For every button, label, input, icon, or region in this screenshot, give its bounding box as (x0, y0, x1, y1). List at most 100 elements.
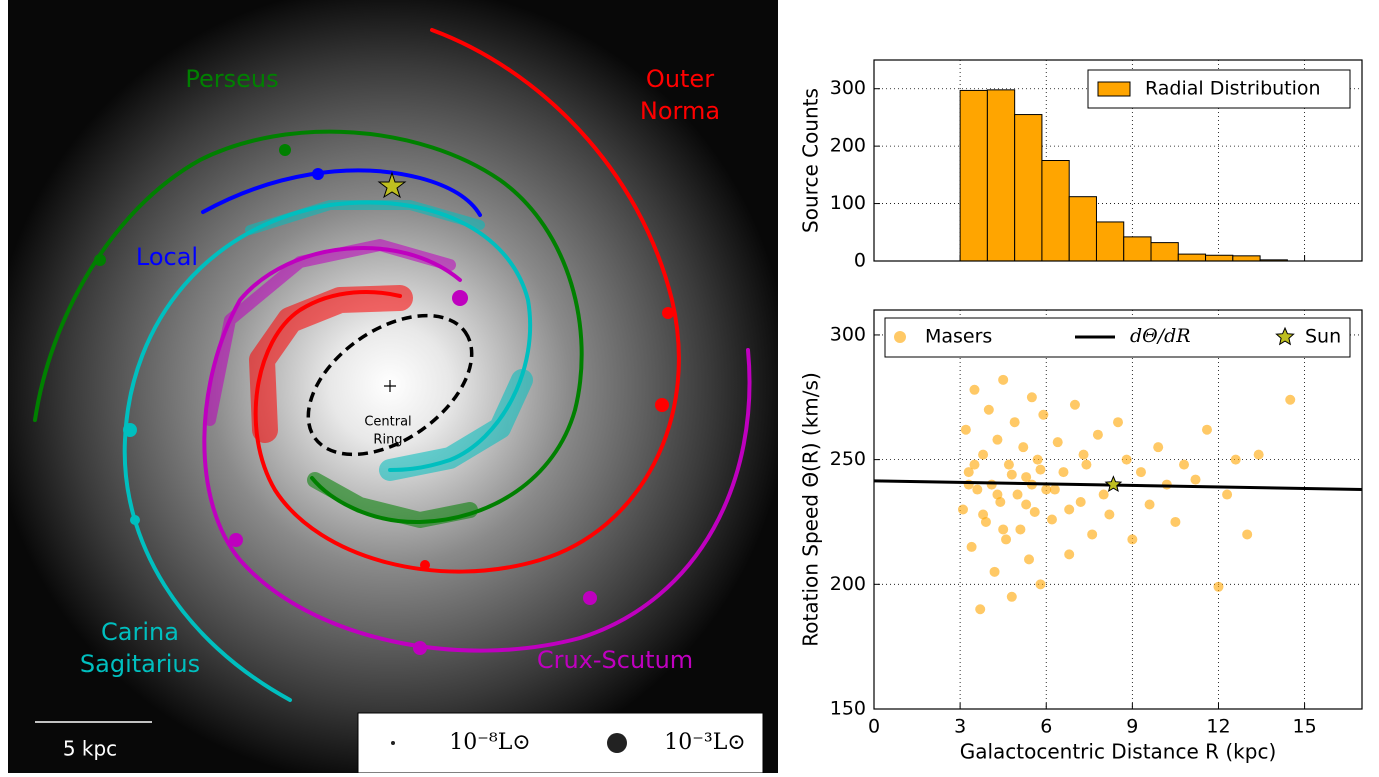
y-tick-label: 0 (854, 250, 866, 272)
sample-masers (94, 144, 674, 655)
size-legend-large (607, 733, 627, 753)
maser-point (1213, 581, 1224, 592)
maser-point (1049, 484, 1060, 495)
maser-point (1113, 417, 1123, 428)
plot-background (874, 310, 1362, 709)
x-tick-label: 9 (1126, 716, 1138, 738)
local-arm (201, 168, 482, 217)
maser-point (1009, 417, 1020, 428)
x-tick-label: 0 (868, 716, 880, 738)
maser-point (992, 434, 1003, 445)
size-legend-small (391, 741, 395, 745)
x-axis-label: Galactocentric Distance R (kpc) (960, 740, 1277, 764)
maser-point (1230, 454, 1241, 465)
central-ring-label: Central (364, 415, 411, 430)
arm-label: Norma (640, 97, 720, 125)
y-tick-label: 300 (830, 77, 866, 99)
central-ring (306, 313, 474, 457)
histogram-bar (1068, 196, 1097, 262)
maser-point (1104, 509, 1115, 520)
maser-point (1046, 514, 1057, 525)
x-tick-label: 3 (954, 716, 966, 738)
sun-marker (377, 171, 407, 199)
maser-point (1064, 504, 1075, 515)
maser-point (992, 489, 1003, 500)
y-tick-label: 250 (830, 448, 866, 470)
histogram-bar (959, 89, 988, 262)
histogram-bar (1014, 114, 1043, 262)
maser-point (978, 509, 989, 520)
histogram-bar (1205, 254, 1234, 262)
maser-point (1127, 534, 1138, 545)
maser-point (1018, 442, 1029, 453)
maser-point (1179, 459, 1190, 470)
maser-point (1078, 449, 1089, 460)
maser-point (960, 424, 971, 435)
maser-point (969, 459, 980, 470)
x-tick-label: 6 (1040, 716, 1052, 738)
maser-point (1029, 506, 1040, 517)
maser-point (963, 467, 974, 478)
maser-point (1253, 449, 1264, 460)
legend (884, 317, 1351, 358)
maser-point (1064, 549, 1075, 560)
y-tick-label: 100 (830, 192, 866, 214)
maser-point (1038, 409, 1049, 420)
maser-point (1021, 499, 1032, 510)
maser-point (1098, 489, 1109, 500)
arm-label: Local (136, 243, 198, 271)
maser-point (998, 524, 1009, 535)
maser-point (1201, 424, 1212, 435)
legend-swatch (1097, 81, 1131, 97)
maser-point (1021, 472, 1032, 483)
maser-point (957, 504, 968, 515)
maser-point (972, 484, 983, 495)
y-tick-label: 300 (830, 323, 866, 345)
y-tick-label: 200 (830, 135, 866, 157)
maser-point (1012, 489, 1023, 500)
maser-point (1144, 499, 1155, 510)
plot-frame (873, 309, 1363, 710)
maser-point (1032, 454, 1043, 465)
arm-label: Outer (646, 65, 714, 93)
histogram-bar (1041, 160, 1070, 262)
maser-point (998, 374, 1009, 385)
maser-point (1135, 467, 1146, 478)
maser-point (969, 384, 980, 395)
maser-point (1190, 474, 1201, 485)
maser-point (1242, 529, 1253, 540)
maser-point (1081, 459, 1092, 470)
x-tick-label: 12 (1206, 716, 1230, 738)
maser-point (1153, 442, 1164, 453)
size-legend-label: 10⁻⁸L⊙ (449, 730, 530, 755)
y-tick-label: 150 (830, 698, 866, 720)
x-tick-label: 15 (1292, 716, 1316, 738)
size-legend-label: 10⁻³L⊙ (664, 730, 745, 755)
maser-point (1052, 437, 1063, 448)
histogram-bar (1123, 236, 1152, 262)
maser-point (1092, 429, 1103, 440)
maser-point (1006, 591, 1017, 602)
maser-point (1087, 529, 1098, 540)
legend-label: dΘ/dR (1130, 325, 1191, 347)
legend-marker (894, 331, 906, 343)
maser-point (1001, 534, 1012, 545)
maser-point (1069, 399, 1080, 410)
histogram-bar (1150, 242, 1179, 262)
arm-labels: Perseus Outer Norma Local Carina Sagitarius Cr… (80, 65, 720, 678)
perseus-arm (33, 129, 584, 525)
outer-norma-arm (253, 28, 681, 574)
arm-label: Carina (101, 618, 179, 646)
scale-bar-label: 5 kpc (63, 737, 117, 761)
maser-point (1015, 524, 1026, 535)
maser-point (975, 604, 986, 615)
arm-label: Sagitarius (80, 650, 200, 678)
maser-point (1222, 489, 1233, 500)
maser-point (986, 479, 997, 490)
maser-point (1285, 394, 1296, 405)
galactic-center (384, 380, 396, 392)
galaxy-map: Central Ring 5 kpc 10⁻⁸L⊙ 10⁻³L⊙ Perseus… (8, 0, 778, 773)
legend-label: Radial Distribution (1145, 78, 1321, 100)
maser-point (983, 404, 994, 415)
